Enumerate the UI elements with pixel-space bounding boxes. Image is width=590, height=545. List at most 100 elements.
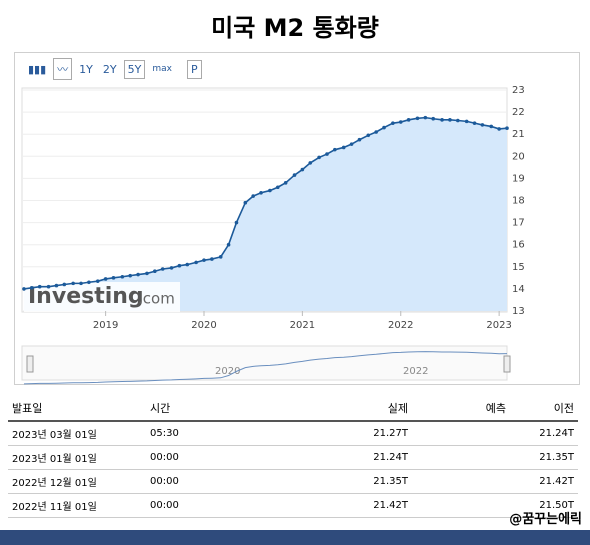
point — [46, 284, 51, 289]
area — [23, 117, 507, 311]
point — [30, 285, 34, 290]
point — [194, 260, 198, 265]
bar-chart-icon[interactable]: ▮▮▮ — [28, 62, 47, 76]
point — [349, 142, 354, 146]
point — [456, 118, 460, 123]
point — [464, 119, 469, 124]
y-tick-label: 16 — [512, 240, 525, 251]
point — [234, 220, 239, 225]
point — [357, 137, 362, 142]
point — [333, 147, 337, 152]
point — [22, 287, 26, 291]
chart: Investing .com 2020 2022 131415161718192… — [21, 85, 525, 385]
range-button[interactable]: 1Y — [79, 62, 93, 76]
point — [160, 267, 165, 271]
table-row: 2022년 11월 01일 00:00 21.42T 21.50T — [8, 493, 578, 518]
x-tick-label: 2021 — [290, 320, 315, 331]
x-tick-label: 2022 — [388, 320, 413, 331]
table-cell: 2023년 03월 01일 — [8, 421, 146, 446]
header-cell: 발표일 — [8, 396, 146, 422]
point — [398, 120, 403, 124]
table-cell: 05:30 — [146, 421, 324, 446]
table-cell: 21.24T — [510, 421, 578, 446]
point — [275, 185, 280, 190]
table-cell — [412, 445, 510, 470]
table-cell: 21.27T — [324, 421, 412, 446]
y-tick-label: 13 — [512, 306, 525, 317]
table-cell: 00:00 — [146, 493, 324, 518]
point — [440, 118, 444, 122]
print-button[interactable]: P — [186, 59, 202, 79]
point — [308, 161, 313, 165]
toolbar: ▮▮▮ 〰 1Y 2Y 5Y max P — [25, 58, 202, 80]
data-table: 발표일 시간 실제 예측 이전 2023년 03월 01일 05:30 21.27T… — [8, 396, 578, 518]
point — [145, 271, 149, 276]
point — [300, 167, 305, 172]
header-cell: 시간 — [146, 396, 324, 422]
table-cell — [412, 421, 510, 446]
table-cell: 2022년 11월 01일 — [8, 493, 146, 518]
point — [111, 276, 116, 280]
footer-bar — [0, 530, 590, 545]
header-cell: 이전 — [510, 396, 578, 422]
table-cell — [412, 493, 510, 518]
point — [185, 262, 190, 267]
y-tick-label: 18 — [512, 196, 525, 207]
point — [497, 127, 501, 131]
x-tick-label: 2023 — [486, 320, 511, 331]
x-tick-label: 2019 — [93, 320, 118, 331]
point — [202, 258, 206, 262]
navigator-line — [23, 351, 508, 385]
point — [79, 281, 83, 286]
point — [243, 200, 248, 205]
point — [374, 130, 378, 134]
y-tick-label: 23 — [512, 85, 525, 96]
table-cell: 21.35T — [510, 445, 578, 470]
x-tick-label: 2020 — [191, 320, 216, 331]
logo-brand: Investing — [28, 284, 144, 309]
point — [153, 269, 157, 274]
point — [292, 173, 297, 177]
range-button[interactable]: 5Y — [123, 59, 146, 79]
y-tick-label: 17 — [512, 218, 525, 229]
point — [54, 283, 59, 288]
point — [448, 118, 452, 122]
table-cell — [412, 469, 510, 494]
header-cell: 예측 — [412, 396, 510, 422]
navigator-handle[interactable] — [26, 355, 34, 373]
point — [325, 152, 329, 156]
navigator-label: 2020 — [215, 366, 240, 377]
point — [128, 273, 133, 278]
point — [366, 133, 371, 138]
table-cell: 21.50T — [510, 493, 578, 518]
point — [259, 190, 263, 195]
point — [431, 116, 436, 121]
point — [415, 116, 420, 121]
point — [341, 145, 346, 150]
table-cell: 00:00 — [146, 469, 324, 494]
y-tick-label: 21 — [512, 129, 525, 140]
y-tick-label: 19 — [512, 173, 525, 184]
header-cell: 실제 — [324, 396, 412, 422]
table-cell: 2023년 01월 01일 — [8, 445, 146, 470]
table-cell: 21.42T — [510, 469, 578, 494]
page-title: 미국 M2 통화량 — [211, 14, 379, 42]
point — [169, 266, 174, 270]
table-cell: 21.35T — [324, 469, 412, 494]
table-cell: 21.24T — [324, 445, 412, 470]
table-row: 2022년 12월 01일 00:00 21.35T 21.42T — [8, 469, 578, 494]
range-button[interactable]: max — [152, 64, 172, 74]
point — [103, 277, 108, 281]
point — [218, 255, 223, 259]
area-chart-icon[interactable]: 〰 — [53, 58, 73, 80]
point — [472, 121, 477, 125]
range-button[interactable]: 2Y — [102, 62, 117, 76]
point — [489, 124, 494, 129]
point — [37, 284, 42, 289]
y-tick-label: 15 — [512, 262, 525, 273]
point — [136, 272, 140, 277]
navigator-handle[interactable] — [503, 355, 511, 373]
point — [177, 263, 182, 268]
point — [268, 188, 272, 193]
logo-suffix: .com — [138, 290, 175, 308]
